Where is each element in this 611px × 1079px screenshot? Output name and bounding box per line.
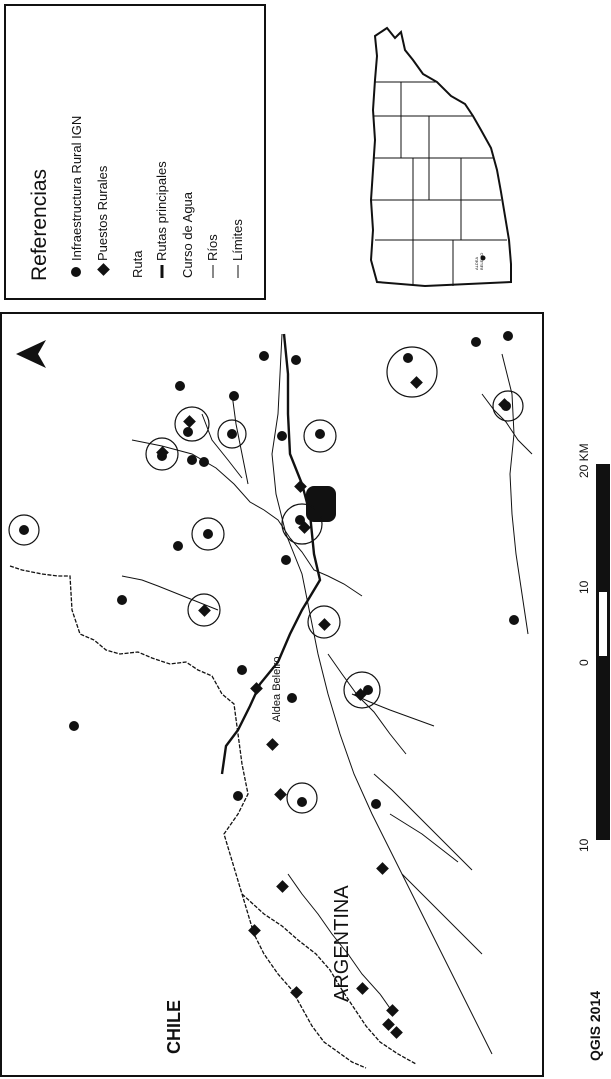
department-lines <box>371 81 507 286</box>
town-block <box>306 486 336 522</box>
map-canvas: CHILE ARGENTINA Aldea Beleiro <box>8 331 533 1069</box>
scale-tick-10: 10 <box>577 580 591 594</box>
legend-item-rios: Ríos <box>205 234 220 261</box>
label-aldea-beleiro: Aldea Beleiro <box>271 657 283 722</box>
locator-label-2: BELEIRO <box>479 253 484 270</box>
legend-item-rutas-principales: Rutas principales <box>154 161 169 261</box>
legend-item-limites: Límites <box>230 219 245 261</box>
locator-map: ALDEA BELEIRO <box>369 26 512 288</box>
province-outline <box>369 26 512 288</box>
label-argentina: ARGENTINA <box>331 885 353 1002</box>
scale-tick-10-left: 10 <box>577 838 591 852</box>
border-line-west <box>241 893 417 1065</box>
legend-item-puestos: Puestos Rurales <box>95 165 110 261</box>
legend-circle-symbol <box>71 267 81 277</box>
infrastructure-points <box>19 331 519 809</box>
locator-point <box>480 255 486 261</box>
legend-item-ruta: Ruta <box>130 250 145 278</box>
credit-text: QGIS 2014 <box>587 991 603 1061</box>
highlight-rings <box>8 346 524 814</box>
rivers <box>121 333 533 1055</box>
scale-bar-white-segment <box>599 592 607 656</box>
main-road <box>220 333 322 775</box>
locator-label-1: ALDEA <box>474 257 479 270</box>
legend: Referencias Infraestructura Rural IGN Pu… <box>4 4 266 300</box>
scale-tick-20: 20 KM <box>577 443 591 478</box>
legend-diamond-symbol <box>97 263 110 276</box>
legend-item-curso: Curso de Agua <box>180 191 195 278</box>
scale-bar: 10 0 10 20 KM <box>577 443 610 852</box>
label-chile: CHILE <box>164 1000 184 1054</box>
scale-tick-0: 0 <box>577 659 591 666</box>
legend-canvas: Referencias Infraestructura Rural IGN Pu… <box>28 116 245 281</box>
north-arrow-icon <box>16 340 46 368</box>
border-line <box>9 565 367 1069</box>
legend-title: Referencias <box>28 169 51 281</box>
main-map: CHILE ARGENTINA Aldea Beleiro <box>0 312 544 1077</box>
credit: QGIS 2014 <box>587 991 603 1061</box>
legend-item-infraestructura: Infraestructura Rural IGN <box>69 116 84 261</box>
